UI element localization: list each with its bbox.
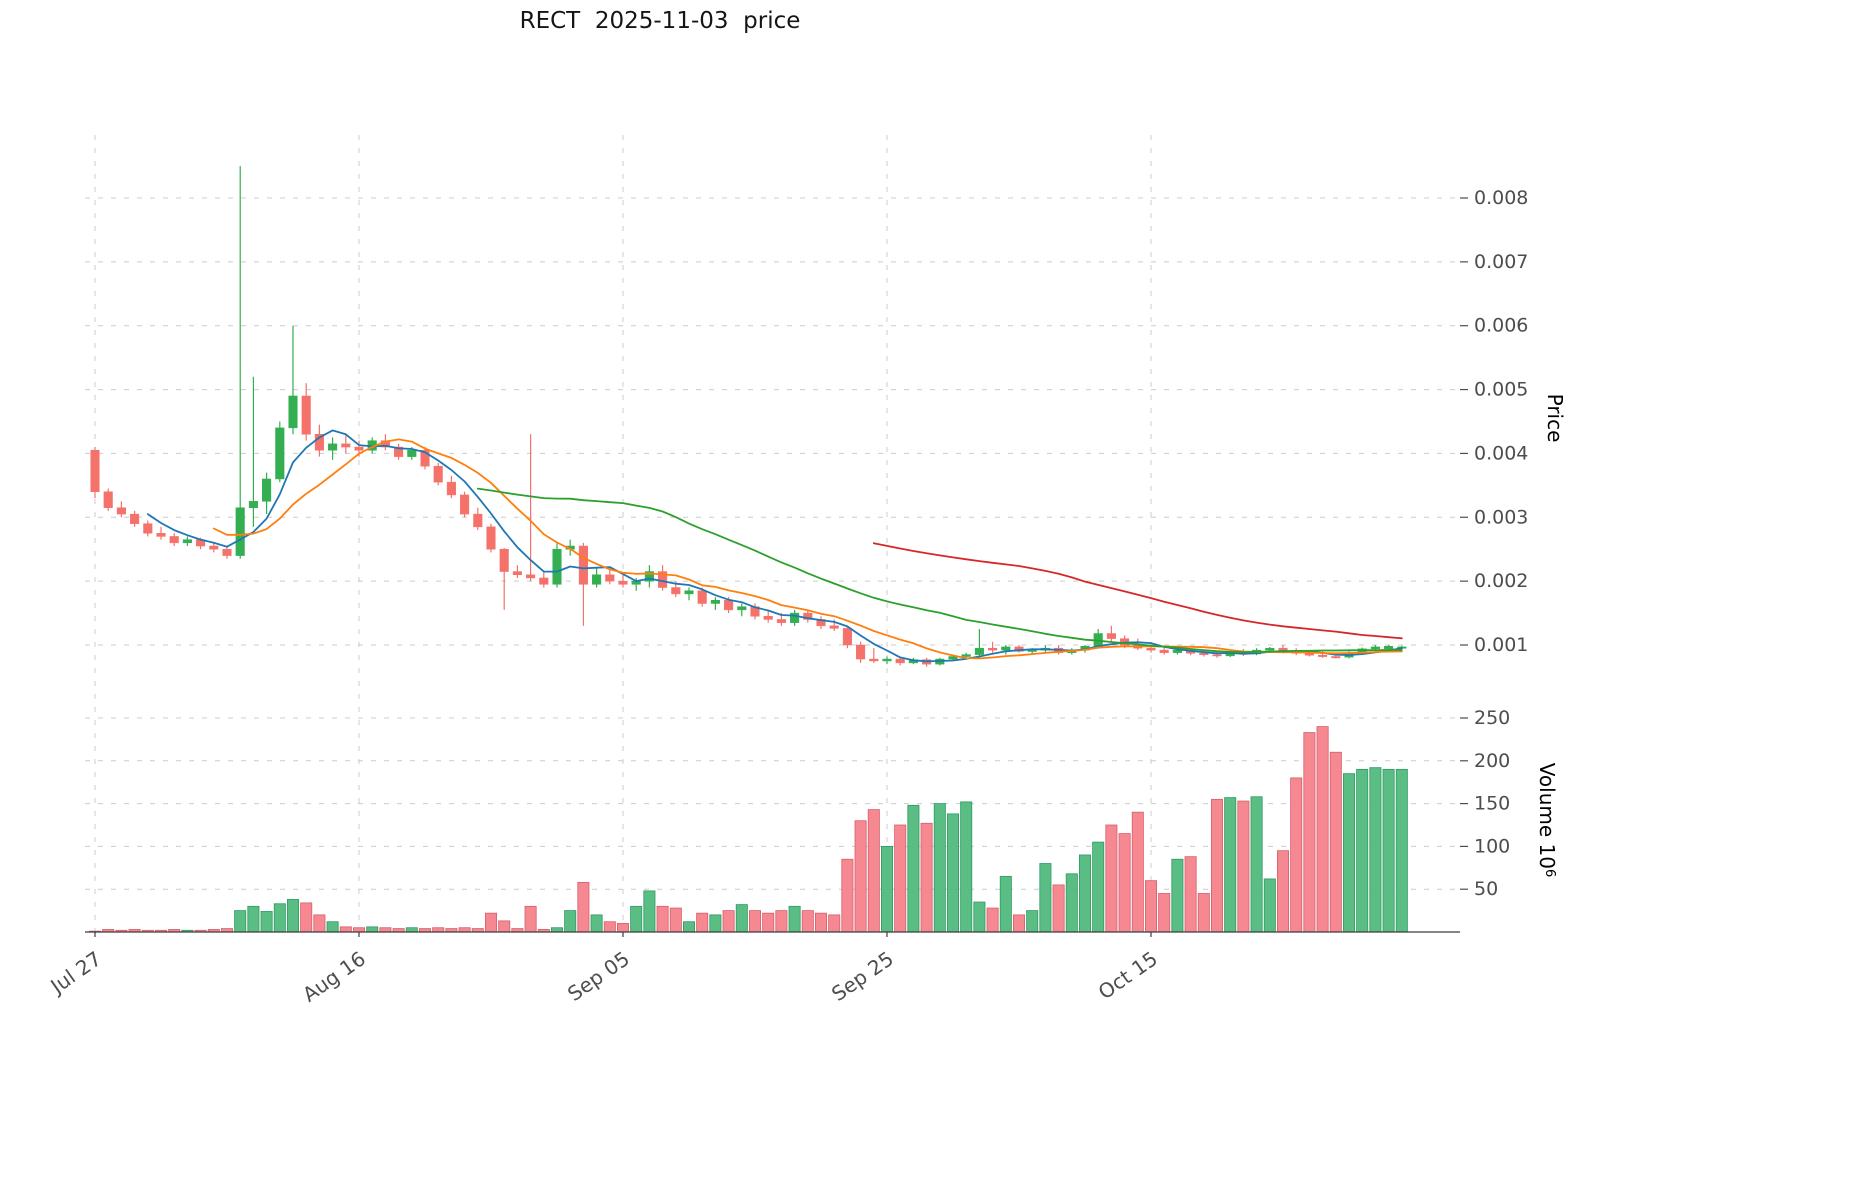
svg-text:Aug 16: Aug 16 <box>298 946 370 1006</box>
svg-text:0.003: 0.003 <box>1474 506 1528 528</box>
svg-text:0.005: 0.005 <box>1474 379 1528 401</box>
svg-text:0.001: 0.001 <box>1474 634 1528 656</box>
svg-text:0.002: 0.002 <box>1474 570 1528 592</box>
svg-text:250: 250 <box>1474 707 1510 729</box>
svg-text:200: 200 <box>1474 750 1510 772</box>
svg-text:Oct 15: Oct 15 <box>1094 946 1162 1004</box>
svg-text:0.007: 0.007 <box>1474 251 1528 273</box>
svg-text:50: 50 <box>1474 878 1498 900</box>
svg-text:Sep 05: Sep 05 <box>563 946 634 1006</box>
svg-text:0.004: 0.004 <box>1474 442 1528 464</box>
svg-text:Volume 106: Volume 106 <box>1535 763 1559 877</box>
svg-text:100: 100 <box>1474 835 1510 857</box>
svg-text:Jul 27: Jul 27 <box>45 946 106 999</box>
svg-text:150: 150 <box>1474 793 1510 815</box>
svg-text:0.006: 0.006 <box>1474 315 1528 337</box>
svg-text:Sep 25: Sep 25 <box>827 946 898 1006</box>
svg-text:Price: Price <box>1543 394 1567 443</box>
chart-title: RECT 2025-11-03 price <box>519 8 801 34</box>
svg-text:0.008: 0.008 <box>1474 187 1528 209</box>
